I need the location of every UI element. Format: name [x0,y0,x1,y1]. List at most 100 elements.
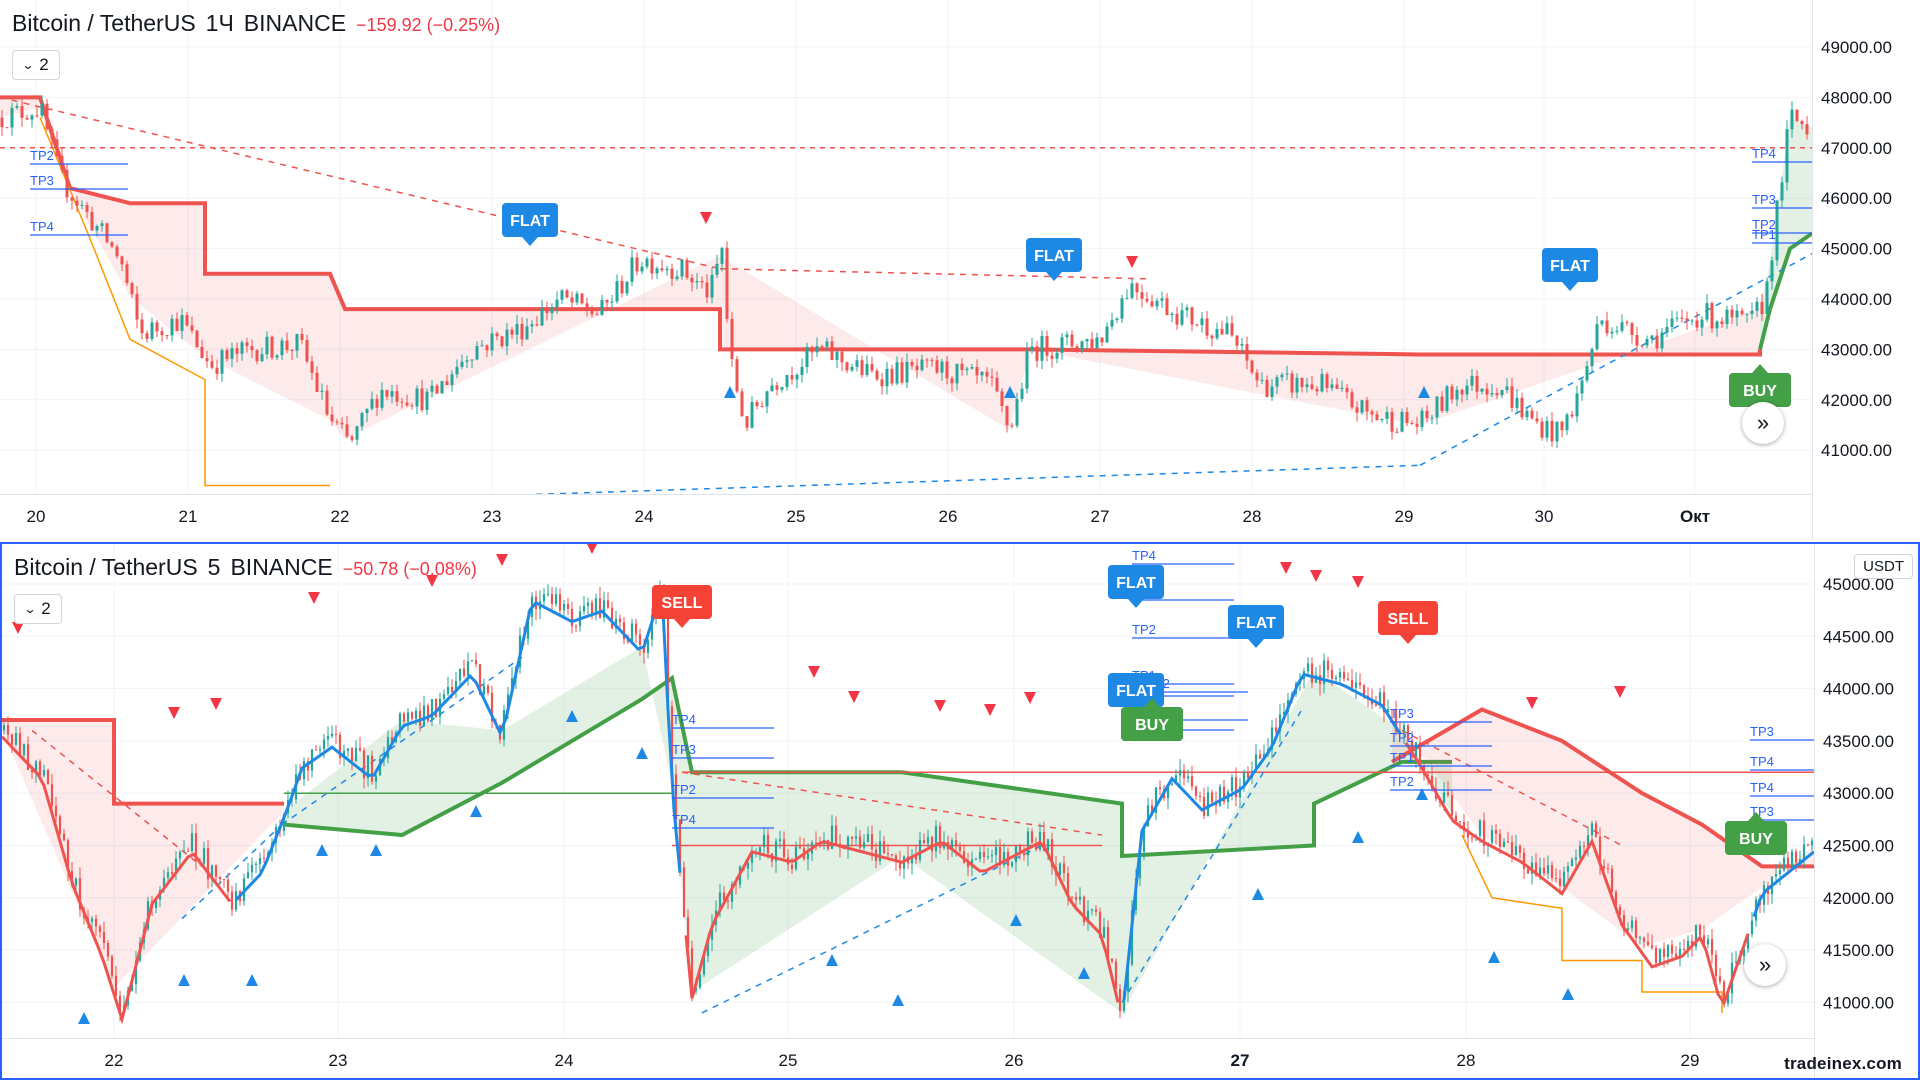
currency-badge[interactable]: USDT [1854,554,1913,579]
candle-body [1234,777,1238,798]
time-tick-label: 24 [555,1051,574,1070]
candle-body [165,335,169,337]
price-tick-label: 44000.00 [1823,680,1894,699]
price-axis[interactable]: 45000.00 44500.00 44000.00 43500.00 43000.00… [1814,544,1920,1078]
indicators-collapse-button[interactable]: ⌄ 2 [12,50,60,80]
candle-body [1475,376,1479,392]
candle-body [480,345,484,347]
candle-body [354,747,358,761]
candle [358,736,362,753]
candle [850,363,854,373]
price-tick-label: 48000.00 [1821,88,1892,107]
candle [940,358,944,381]
candle-body [995,377,999,392]
candle [222,878,226,888]
candle [1495,387,1499,400]
candle [420,379,424,413]
candle [460,354,464,370]
candle [1295,373,1299,399]
chart-pane-5m[interactable]: TP4TP3TP2TP1TP1TP2TP3TP4TP4TP3TP2TP4TP3T… [0,542,1920,1080]
trailing-stop-line [2,717,284,806]
candle-body [990,855,994,857]
candle [1750,911,1754,938]
candle-body [1594,823,1598,837]
candle-body [1810,840,1814,846]
tp-label: TP3 [1752,192,1776,207]
scroll-to-realtime-button[interactable]: » [1744,944,1786,986]
candle [500,335,504,349]
candle-body [1535,418,1539,422]
buy-arrow-marker [316,844,328,856]
candle [1806,843,1810,847]
candle [985,367,989,384]
candle [375,394,379,416]
candle-body [1265,379,1269,398]
tp-label: TP2 [1390,774,1414,789]
candle-body [1274,727,1278,732]
signal-pointer [1748,812,1764,821]
candle [505,322,509,356]
candle [1638,935,1642,945]
candle-body [1570,414,1574,417]
symbol-title[interactable]: Bitcoin / TetherUS 5 BINANCE −50.78 (−0.… [14,554,477,581]
symbol-title[interactable]: Bitcoin / TetherUS 1Ч BINANCE −159.92 (−… [12,10,500,37]
candle [1550,861,1554,882]
price-tick-label: 43000.00 [1821,340,1892,359]
signal-badge-bg [1729,373,1791,407]
candle [810,345,814,362]
price-axis[interactable]: 49000.00 48000.00 47000.00 46000.00 45000.00… [1812,0,1920,540]
scroll-to-realtime-button[interactable]: » [1742,402,1784,444]
price-plot-5m[interactable]: TP4TP3TP2TP1TP1TP2TP3TP4TP4TP3TP2TP4TP3T… [2,544,1814,1038]
candle [1206,786,1210,817]
candle-body [1485,388,1489,395]
candle-body [825,341,829,347]
candle [1382,685,1386,723]
candle-body [1600,320,1604,325]
candle-body [170,872,174,874]
candle-body [30,115,34,120]
buy-arrow-marker [1078,967,1090,979]
candle [1658,948,1662,964]
signal-pointer [1046,272,1062,281]
candle [525,318,529,340]
candle-body [1055,352,1059,359]
price-tick-label: 41000.00 [1821,441,1892,460]
candle-body [862,841,866,848]
candle-body [1578,845,1582,858]
time-axis[interactable]: 22 23 24 25 26 27 28 29 [2,1038,1814,1081]
candle-body [435,385,439,394]
candle [990,368,994,387]
support-line [1461,834,1723,1013]
candle-body [1462,822,1466,831]
candle [1425,405,1429,422]
candle [255,349,259,365]
candle [225,347,229,362]
candle-body [1138,852,1142,879]
candle [1546,855,1550,880]
candle [622,616,626,645]
candle [934,820,938,859]
candle-body [834,825,838,844]
candle [1386,699,1390,715]
symbol-interval: 1Ч [205,10,234,36]
candle [885,362,889,395]
candle-body [1634,920,1638,938]
chevron-down-icon: ⌄ [23,602,37,616]
indicators-collapse-button[interactable]: ⌄ 2 [14,594,62,624]
candle-body [854,836,858,839]
time-axis[interactable]: 20 21 22 23 24 25 26 27 28 29 30 Окт [0,494,1812,537]
candle-body [1560,421,1564,431]
candle-body [530,324,534,327]
candle-body [570,608,574,627]
candle [345,416,349,439]
candle-body [106,942,110,957]
candle-body [1330,384,1334,389]
candle [858,829,862,850]
candle-body [955,363,959,384]
candle-body [350,748,354,761]
chart-pane-1h[interactable]: TP2 TP3 TP4 TP4 TP3 TP2 TP1 FLAT FLAT FLAT BUY Bit… [0,0,1920,540]
candle [115,244,119,259]
candle-body [1382,692,1386,713]
candle [1306,657,1310,674]
